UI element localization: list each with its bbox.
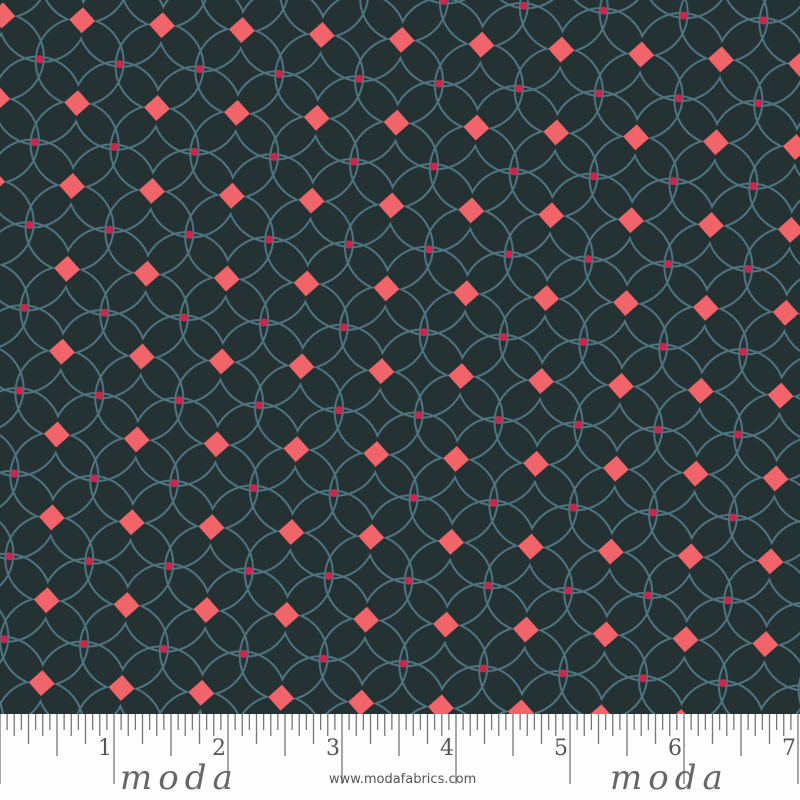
ruler-number: 7 [782, 736, 796, 761]
ruler-number: 3 [326, 736, 340, 761]
ruler: 1 2 3 4 5 6 7 moda www.modafabrics.com moda [0, 714, 800, 800]
fabric-pattern [0, 0, 800, 714]
ruler-ticks [0, 714, 799, 784]
moda-logo: moda [120, 758, 239, 798]
ruler-number: 6 [668, 736, 682, 761]
website-url: www.modafabrics.com [329, 772, 477, 787]
ruler-number: 4 [440, 736, 454, 761]
moda-logo-right: moda [610, 758, 729, 798]
ruler-number: 1 [98, 736, 112, 761]
ruler-number: 5 [554, 736, 568, 761]
ruler-number: 2 [212, 736, 226, 761]
